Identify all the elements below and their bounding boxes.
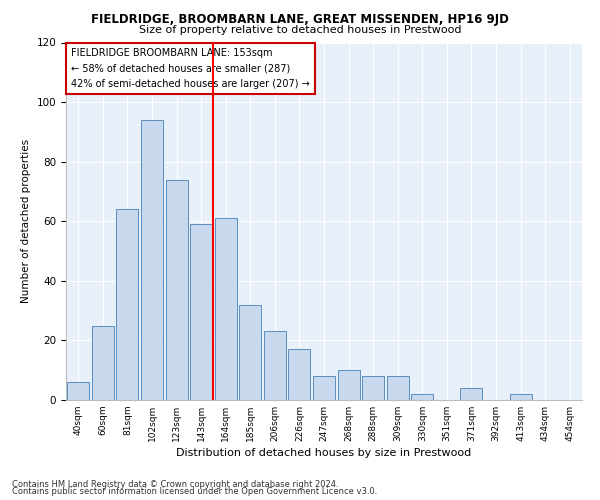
Bar xyxy=(509,394,532,400)
Bar xyxy=(264,332,286,400)
Bar xyxy=(338,370,359,400)
X-axis label: Distribution of detached houses by size in Prestwood: Distribution of detached houses by size … xyxy=(176,448,472,458)
Text: Contains public sector information licensed under the Open Government Licence v3: Contains public sector information licen… xyxy=(12,487,377,496)
Bar xyxy=(141,120,163,400)
Bar xyxy=(166,180,188,400)
Bar xyxy=(386,376,409,400)
Text: Contains HM Land Registry data © Crown copyright and database right 2024.: Contains HM Land Registry data © Crown c… xyxy=(12,480,338,489)
Bar xyxy=(411,394,433,400)
Bar xyxy=(460,388,482,400)
Text: FIELDRIDGE, BROOMBARN LANE, GREAT MISSENDEN, HP16 9JD: FIELDRIDGE, BROOMBARN LANE, GREAT MISSEN… xyxy=(91,12,509,26)
Bar xyxy=(289,350,310,400)
Bar xyxy=(190,224,212,400)
Y-axis label: Number of detached properties: Number of detached properties xyxy=(21,139,31,304)
Bar xyxy=(92,326,114,400)
Bar xyxy=(67,382,89,400)
Text: Size of property relative to detached houses in Prestwood: Size of property relative to detached ho… xyxy=(139,25,461,35)
Bar xyxy=(313,376,335,400)
Bar xyxy=(362,376,384,400)
Bar xyxy=(116,210,139,400)
Bar xyxy=(215,218,237,400)
Text: FIELDRIDGE BROOMBARN LANE: 153sqm
← 58% of detached houses are smaller (287)
42%: FIELDRIDGE BROOMBARN LANE: 153sqm ← 58% … xyxy=(71,48,310,89)
Bar xyxy=(239,304,262,400)
